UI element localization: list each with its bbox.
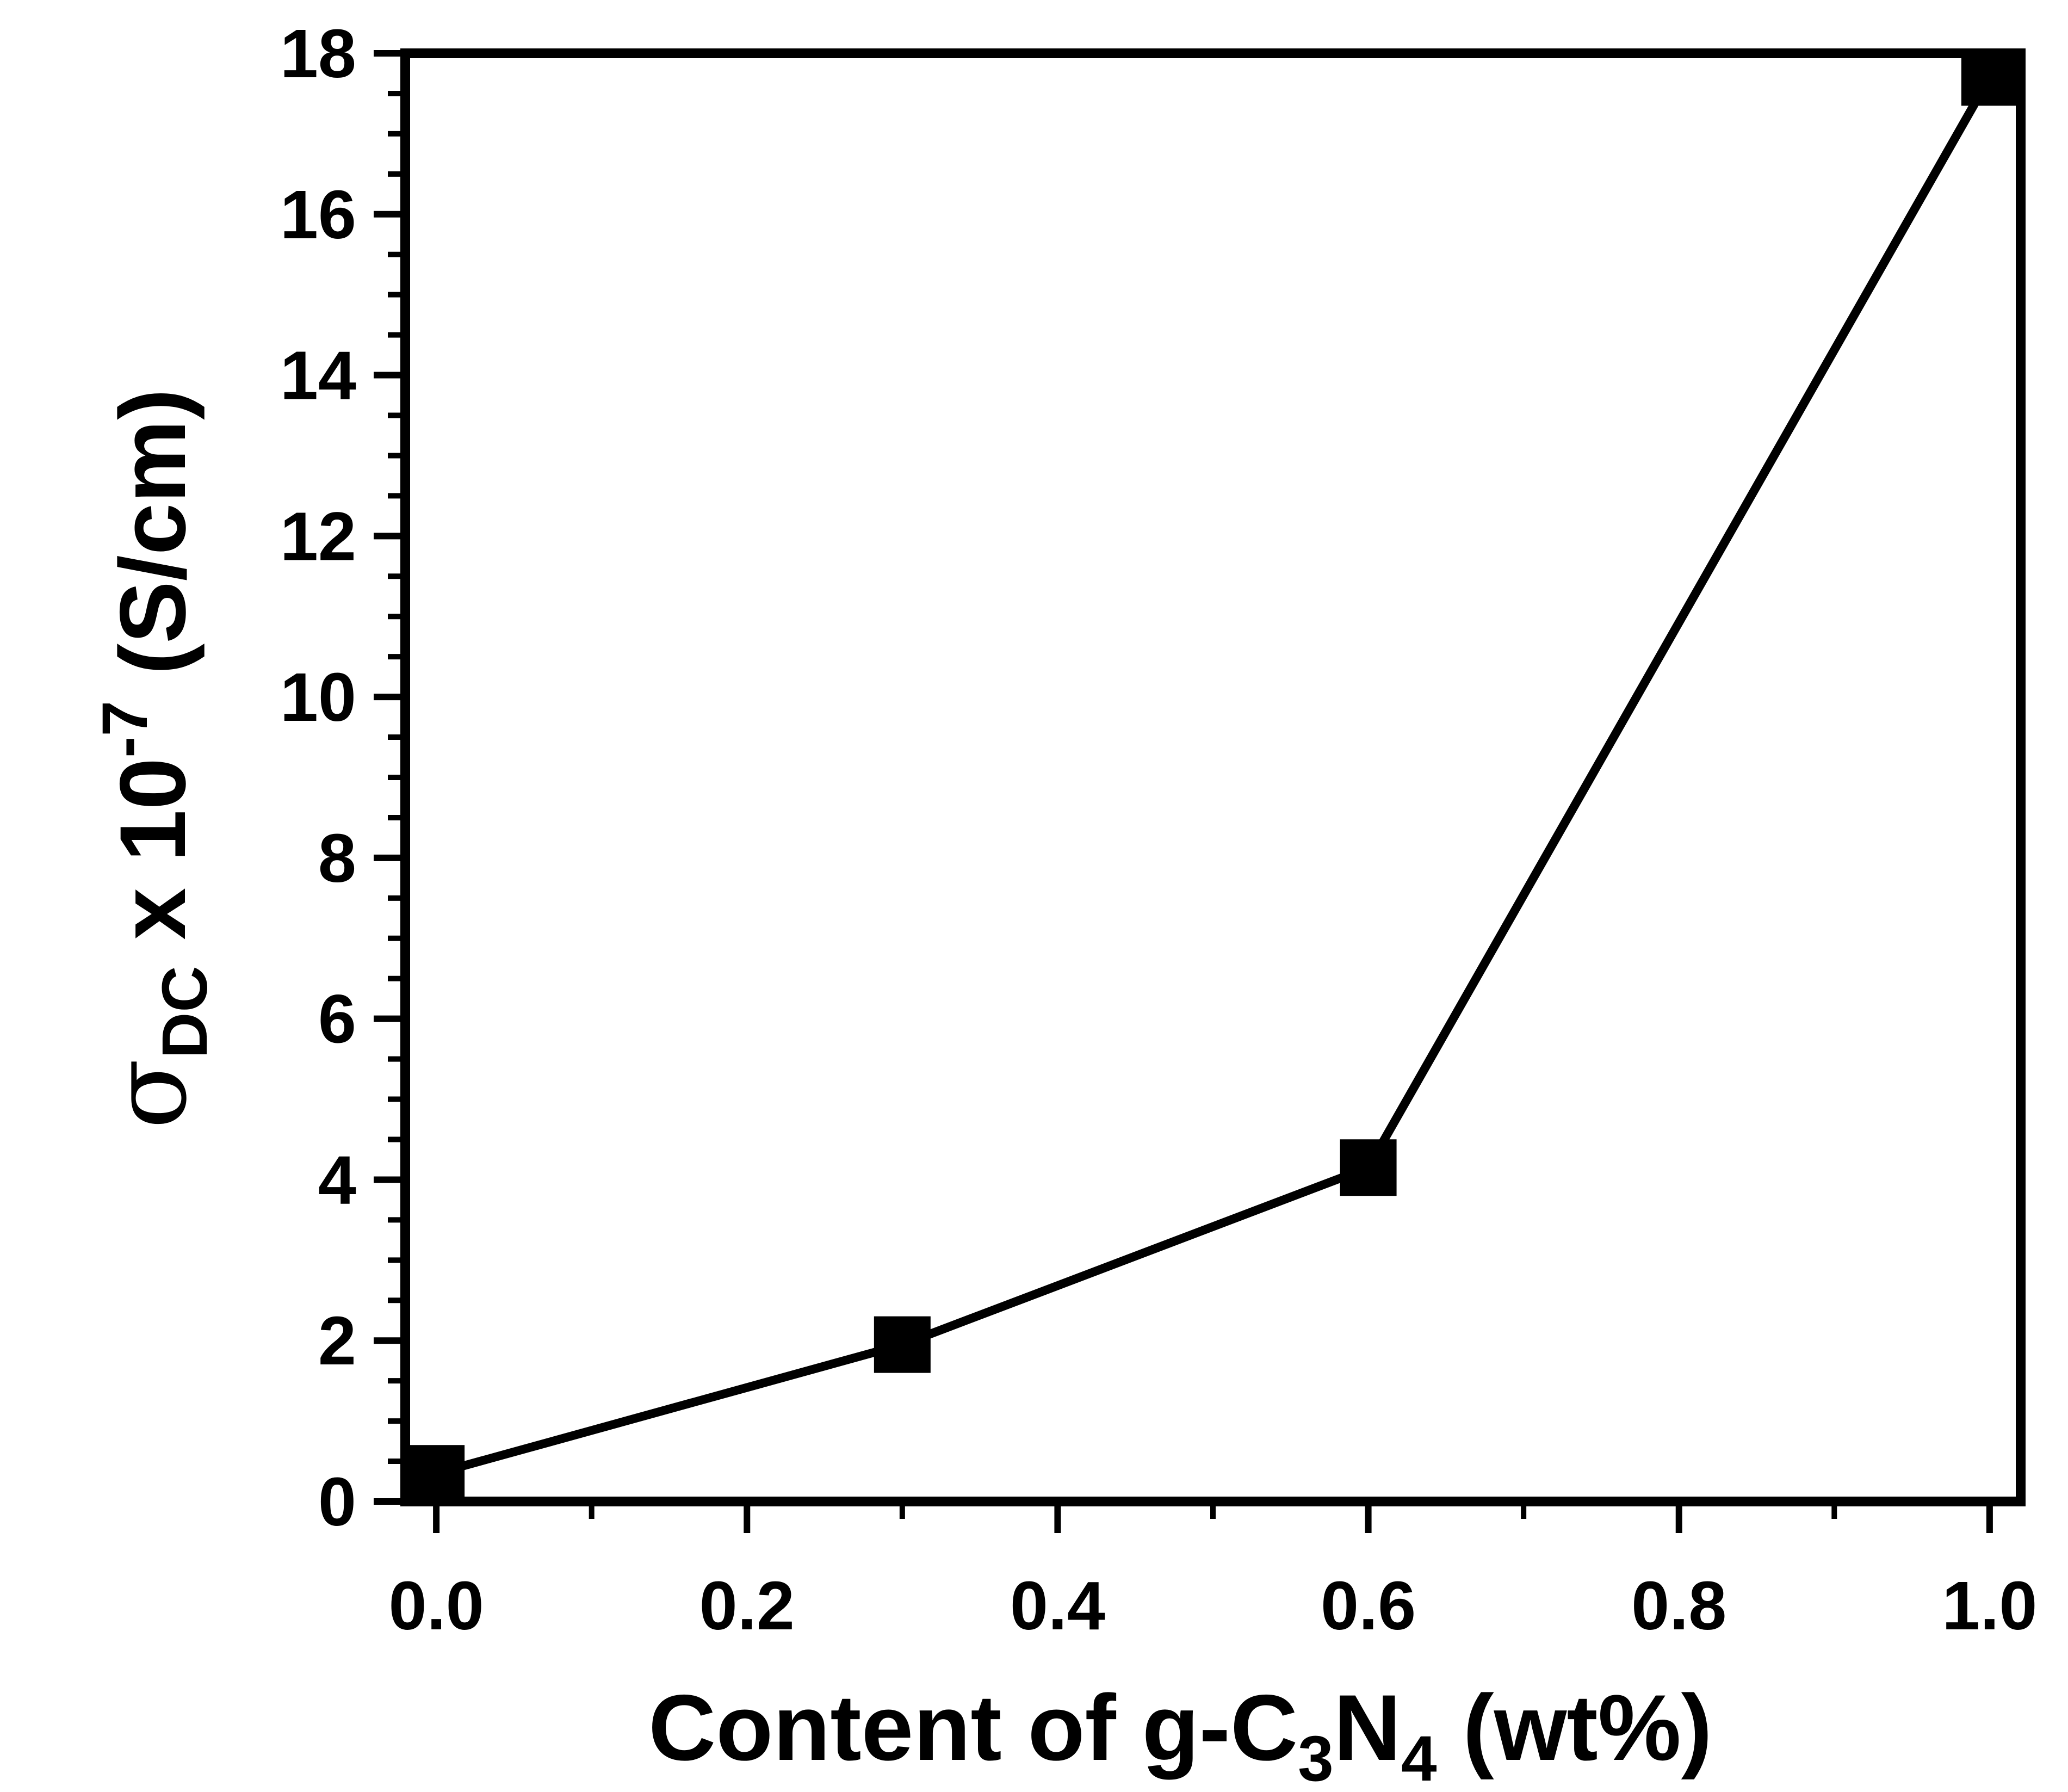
y-axis-title-symbol: σ	[89, 1059, 209, 1129]
x-tick-label: 0.2	[699, 1567, 795, 1644]
series-layer	[408, 49, 2018, 1502]
x-axis-title-end: (wt%)	[1437, 1676, 1712, 1780]
x-tick-label: 0.0	[389, 1567, 484, 1644]
y-tick-label: 2	[318, 1302, 356, 1379]
y-axis-title: σDC x 10-7 (S/cm)	[89, 388, 221, 1129]
y-tick-label: 8	[318, 820, 356, 897]
plot-frame	[400, 48, 2026, 1506]
y-tick-label: 18	[280, 15, 356, 92]
y-tick-label: 4	[318, 1141, 356, 1218]
data-point-marker	[408, 1445, 465, 1502]
y-axis-title-end: (S/cm)	[101, 388, 205, 700]
x-tick-label: 0.6	[1321, 1567, 1416, 1644]
y-tick-label: 6	[318, 981, 356, 1058]
x-axis-title-sub2: 4	[1401, 1723, 1437, 1792]
y-tick-label: 14	[280, 337, 356, 414]
x-axis-title-text: Content of g-C	[648, 1676, 1298, 1780]
major-ticks	[374, 50, 1993, 1533]
minor-ticks	[388, 90, 1837, 1519]
y-tick-label: 0	[318, 1463, 356, 1540]
x-tick-label: 1.0	[1942, 1567, 2037, 1644]
y-axis-title-sub: DC	[149, 966, 221, 1058]
y-axis-title-mid: x 10	[101, 758, 205, 966]
y-tick-label: 10	[280, 659, 356, 736]
x-axis-title-mid: N	[1334, 1676, 1401, 1780]
x-axis-title: Content of g-C3N4 (wt%)	[648, 1676, 1712, 1792]
data-point-marker	[874, 1316, 931, 1373]
series-line	[435, 75, 1993, 1478]
data-point-marker	[1961, 49, 2018, 106]
y-tick-label: 16	[280, 176, 356, 253]
x-axis-title-sub1: 3	[1298, 1723, 1334, 1792]
x-tick-label: 0.8	[1631, 1567, 1726, 1644]
x-tick-label: 0.4	[1010, 1567, 1105, 1644]
y-axis-title-sup: -7	[89, 701, 161, 758]
tick-labels: 0.0 0.2 0.4 0.6 0.8 1.0 0 2 4 6 8 10 12 14 16 18	[280, 15, 2038, 1644]
data-point-marker	[1340, 1139, 1397, 1196]
y-tick-label: 12	[280, 498, 356, 574]
